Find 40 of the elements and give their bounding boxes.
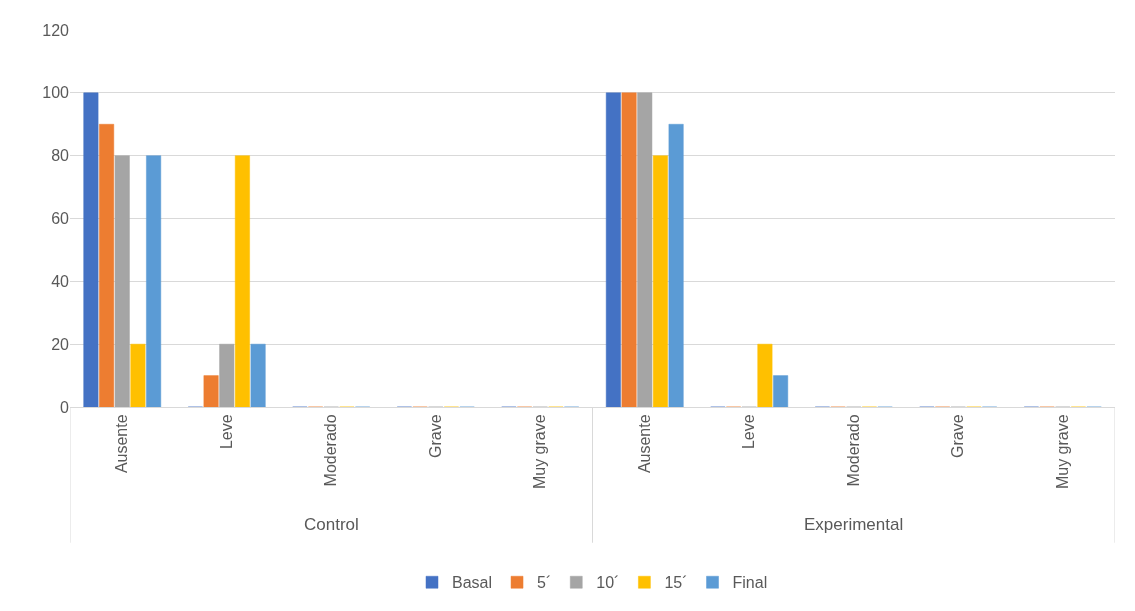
text: Control [304, 515, 359, 534]
x-tick-label: Leve [740, 414, 758, 450]
legend-label: 15´ [664, 574, 688, 592]
bar [234, 155, 250, 407]
x-tick-label: Leve [217, 414, 235, 450]
y-tick-label: 0 [60, 398, 70, 416]
bar [757, 343, 773, 407]
bar [773, 375, 789, 407]
y-tick-label: 80 [51, 147, 70, 165]
bar [250, 343, 266, 407]
bar [652, 155, 668, 407]
y-tick-label: 120 [42, 21, 70, 39]
x-tick-label: Ausente [113, 414, 131, 474]
x-tick-label: Grave [426, 414, 444, 458]
bar [146, 155, 162, 407]
x-tick-label: Muy grave [1053, 414, 1071, 490]
bar [668, 124, 684, 407]
bar [99, 124, 115, 407]
bar [114, 155, 130, 407]
bar [203, 375, 219, 407]
legend-label: 5´ [537, 574, 552, 592]
legend-label: Basal [452, 574, 493, 592]
legend-label: 10´ [596, 574, 620, 592]
bar [83, 92, 99, 407]
bar [130, 343, 146, 407]
x-tick-label: Moderado [322, 414, 340, 487]
y-tick-label: 60 [51, 210, 70, 228]
x-tick-label: Grave [949, 414, 967, 458]
y-tick-label: 20 [51, 335, 70, 353]
x-tick-label: Moderado [844, 414, 862, 487]
y-tick-label: 40 [51, 272, 70, 290]
text: Experimental [804, 515, 904, 534]
x-tick-label: Ausente [635, 414, 653, 474]
bar [605, 92, 621, 407]
bar [621, 92, 637, 407]
y-tick-label: 100 [42, 84, 70, 102]
bar [219, 343, 235, 407]
x-tick-label: Muy grave [531, 414, 549, 490]
legend-label: Final [732, 574, 768, 592]
bar [637, 92, 653, 407]
